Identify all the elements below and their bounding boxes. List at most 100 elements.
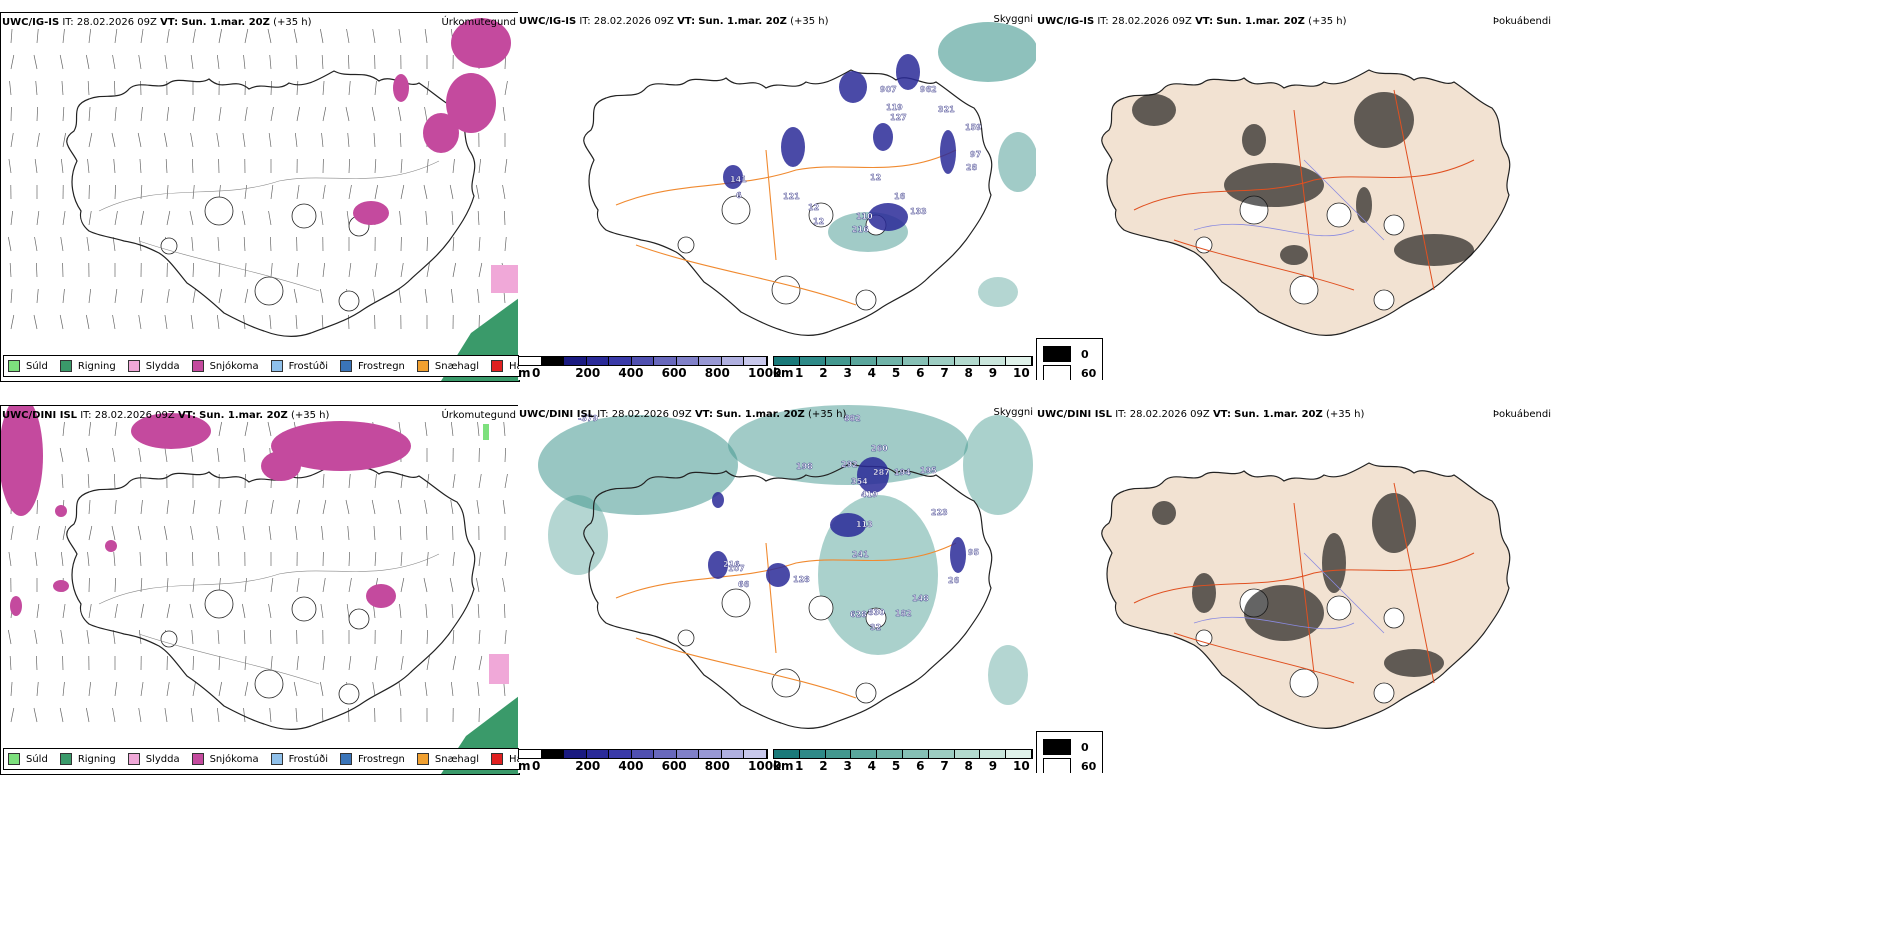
wind-barb [191, 236, 194, 252]
legend-label: Haglél [509, 753, 519, 765]
wind-barb [398, 28, 402, 44]
cloud-base-label: 198 [796, 462, 813, 471]
wind-barb [242, 210, 246, 226]
wind-barb [34, 629, 38, 645]
wind-barb [348, 655, 352, 671]
legend-item: Slydda [127, 753, 180, 765]
wind-barb [322, 655, 326, 671]
wind-barb [270, 655, 273, 671]
river [1193, 552, 1385, 634]
legend-item: Snjókoma [191, 753, 259, 765]
scale-step [564, 750, 587, 758]
fog-area [1372, 493, 1416, 553]
legend-item: Frostúði [270, 753, 328, 765]
fog-area [1394, 234, 1474, 266]
wind-barb [374, 551, 377, 567]
cloud-base-label: 128 [793, 575, 810, 584]
wind-barb [140, 288, 144, 304]
wind-barb [218, 421, 222, 437]
wind-barb [372, 28, 376, 44]
wind-barb [192, 262, 194, 278]
scale-step [928, 750, 955, 758]
wind-barb [270, 577, 274, 593]
wind-barb [321, 707, 324, 723]
sleet-area [491, 265, 519, 293]
scale-step [851, 750, 878, 758]
wind-barb [320, 210, 324, 226]
wind-barb [190, 707, 194, 723]
wind-barb [34, 551, 38, 567]
low-visibility-area [998, 132, 1036, 192]
wind-barb [242, 603, 246, 619]
wind-barb [348, 80, 351, 96]
panel-title: Þokuábendi [1492, 409, 1551, 420]
glacier-outline [721, 588, 751, 618]
wind-barb [400, 262, 404, 278]
scale-tick-label: 10 [1013, 759, 1030, 773]
cloud-base-label: 107 [728, 564, 745, 573]
road-network [615, 149, 957, 306]
wind-barb [452, 262, 456, 278]
legend-label: Rigning [77, 753, 116, 765]
iceland-map [1101, 69, 1511, 336]
wind-barb [374, 80, 377, 96]
wind-barb [267, 28, 272, 44]
fog-panel-top: UWC/IG-IS IT: 28.02.2026 09Z VT: Sun. 1.… [1036, 12, 1554, 380]
snow-area [393, 74, 409, 102]
scale-step [609, 750, 632, 758]
scale-tick-label: 6 [916, 759, 925, 773]
legend-item: Haglél [491, 360, 519, 372]
wind-barb [347, 525, 350, 541]
cloud-base-label: 287 [873, 468, 890, 477]
wind-barb [88, 106, 91, 122]
glacier-outline [1195, 236, 1213, 254]
wind-barb [426, 80, 430, 96]
wind-barb [10, 681, 13, 697]
legend-swatch [340, 360, 352, 372]
wind-barb [372, 681, 376, 697]
scale-step [774, 357, 800, 365]
low-visibility-area [978, 277, 1018, 307]
scale-step [631, 750, 655, 758]
scale-labels: km 1 2 3 4 5 6 7 8 9 10 [773, 366, 1033, 380]
wind-barb [8, 629, 12, 645]
scale-tick-label: 1 [795, 366, 804, 380]
legend-label: Frostúði [288, 360, 328, 372]
run-info-top-3: UWC/IG-IS IT: 28.02.2026 09Z VT: Sun. 1.… [1037, 16, 1347, 27]
wind-barb [164, 525, 168, 541]
wind-barb [62, 288, 65, 304]
wind-barb [216, 54, 220, 70]
scale-bar [518, 356, 768, 366]
low-cloud-area [766, 563, 790, 587]
wind-barb [140, 681, 144, 697]
scale-tick-label: 9 [988, 366, 998, 380]
fog-area [1354, 92, 1414, 148]
wind-barb [218, 681, 222, 697]
wind-barb [9, 262, 12, 278]
wind-barb [424, 28, 428, 44]
wind-barb [62, 28, 65, 44]
cloud-base-scale: m 0 200 400 600 800 1000 [518, 749, 781, 773]
low-cloud-area [708, 551, 728, 579]
wind-barb [321, 314, 324, 330]
fog-swatch [1043, 758, 1071, 773]
wind-barb [244, 28, 249, 44]
legend-swatch [491, 360, 504, 372]
wind-barb [243, 236, 246, 252]
snow-area [105, 540, 117, 552]
wind-barb [61, 473, 64, 489]
wind-barb [218, 288, 222, 304]
cloud-base-label: 962 [920, 85, 937, 94]
wind-barb [137, 525, 142, 541]
low-cloud-area [857, 457, 889, 493]
wind-barb [112, 629, 116, 645]
fog-panel-bottom: UWC/DINI ISL IT: 28.02.2026 09Z VT: Sun.… [1036, 405, 1554, 773]
road-network [1133, 482, 1475, 684]
visibility-scale: km 1 2 3 4 5 6 7 8 9 10 [773, 749, 1033, 773]
wind-barb [322, 473, 325, 489]
coastline [66, 463, 476, 730]
panel-title: Þokuábendi [1492, 16, 1551, 27]
wind-barb [504, 551, 508, 567]
cloud-base-label: -379 [578, 414, 598, 423]
legend-swatch [127, 360, 140, 372]
